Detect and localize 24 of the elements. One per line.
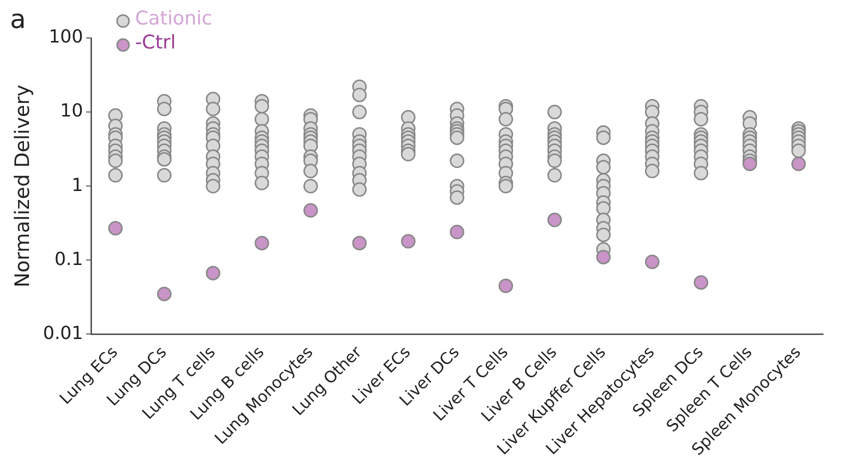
y-axis-title: Normalized Delivery (10, 84, 34, 288)
point (206, 266, 220, 280)
legend-label: Cationic (135, 7, 212, 30)
y-tick-label: 0.01 (43, 322, 84, 344)
y-tick-label: 10 (60, 100, 84, 122)
point (694, 275, 708, 290)
y-tick-label: 1 (72, 174, 84, 196)
point (352, 236, 367, 250)
point (450, 224, 464, 240)
point (108, 220, 123, 236)
point (644, 254, 660, 270)
point (254, 236, 270, 250)
point (303, 203, 318, 218)
point (400, 234, 416, 249)
point (157, 286, 172, 302)
y-tick-label: 0.1 (54, 248, 84, 270)
point (791, 156, 806, 172)
point (596, 250, 611, 264)
legend-label: -Ctrl (135, 31, 176, 54)
point (742, 156, 758, 172)
chart-title: a (10, 4, 26, 35)
y-tick-label: 100 (48, 26, 84, 48)
point (498, 278, 514, 294)
point (547, 212, 562, 228)
